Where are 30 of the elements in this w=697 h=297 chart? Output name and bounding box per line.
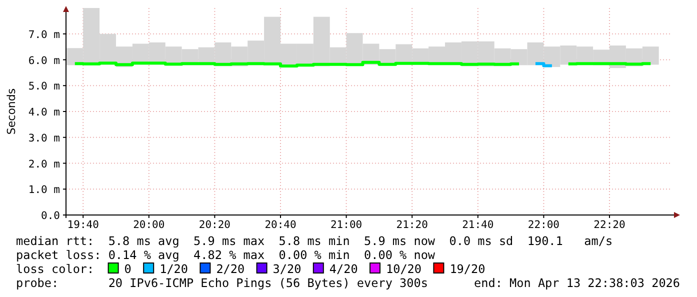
text: end: Mon Apr 13 22:38:03 2026: [474, 276, 680, 290]
legend-label: 1/20: [160, 262, 188, 276]
legend-title: loss color:: [16, 262, 94, 276]
y-tick-label: 1.0 m: [28, 184, 60, 196]
legend-label: 4/20: [329, 262, 358, 276]
x-tick-label: 21:00: [330, 219, 362, 231]
x-tick-label: 21:20: [396, 219, 428, 231]
y-tick-label: 3.0 m: [28, 132, 60, 144]
y-tick-label: 7.0 m: [28, 28, 60, 41]
y-tick-label: 0.0: [41, 210, 60, 222]
legend-label: 3/20: [272, 262, 302, 276]
y-axis-title: Seconds: [5, 88, 18, 135]
text: probe: 20 IPv6-ICMP Echo Pings (56 Bytes) every 300s: [16, 276, 428, 290]
legend-label: 19/20: [450, 262, 486, 276]
x-tick-label: 19:40: [67, 219, 99, 231]
text: packet loss: 0.14 % avg 4.82 % max 0.00 % min 0.00 % now: [16, 248, 436, 262]
text: median rtt: 5.8 ms avg 5.9 ms max 5.8 ms min 5.9 ms now 0.0 ms sd 190.1 am/s: [16, 234, 613, 248]
x-tick-label: 21:40: [462, 219, 494, 231]
legend-label: 0: [124, 262, 132, 276]
legend-label: 2/20: [216, 262, 245, 276]
x-tick-label: 22:00: [528, 219, 560, 231]
x-tick-label: 22:20: [594, 219, 626, 231]
y-tick-label: 6.0 m: [28, 54, 60, 67]
y-tick-label: 5.0 m: [28, 80, 60, 93]
legend-label: 10/20: [386, 262, 422, 276]
x-tick-label: 20:40: [264, 219, 296, 231]
y-tick-label: 2.0 m: [28, 158, 60, 170]
y-tick-label: 4.0 m: [28, 106, 60, 118]
x-tick-label: 20:00: [133, 219, 165, 231]
x-tick-label: 20:20: [198, 219, 230, 231]
